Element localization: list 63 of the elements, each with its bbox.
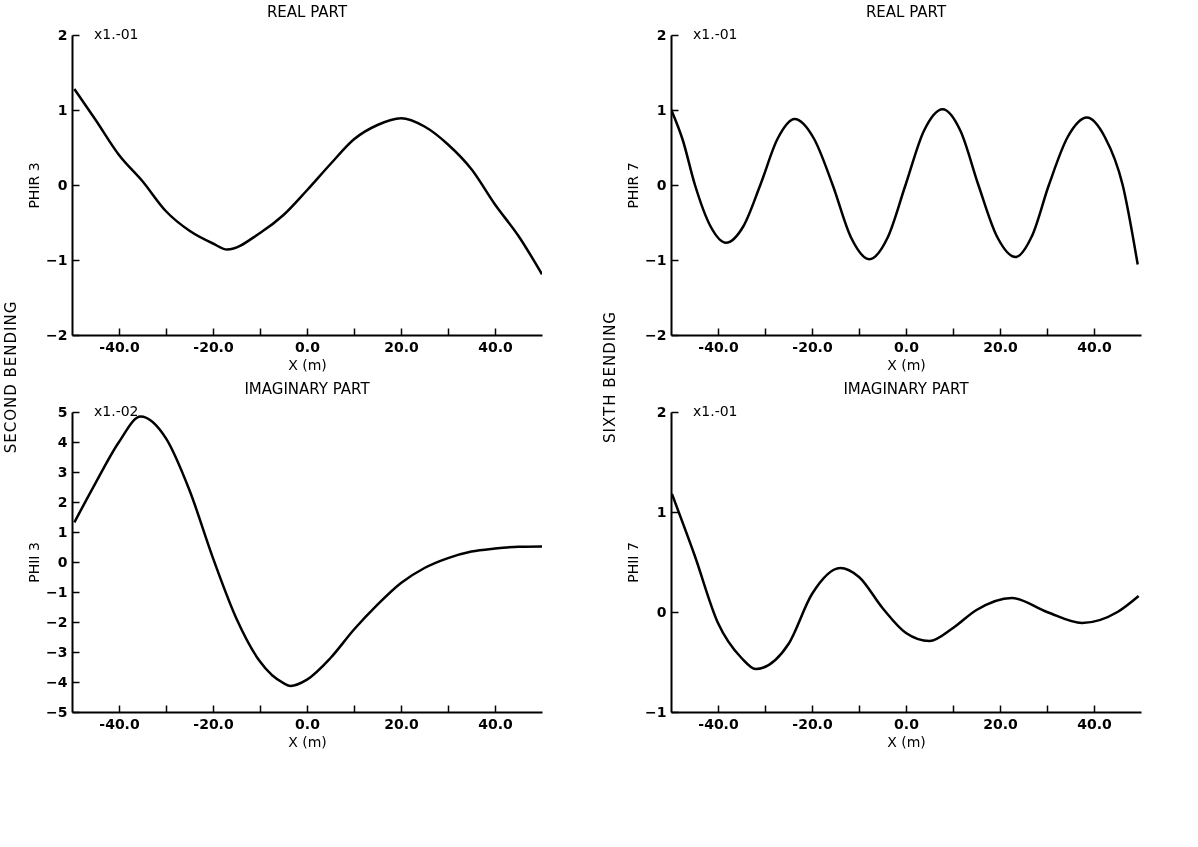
y-tick-label: 2 bbox=[57, 493, 68, 510]
y-tick-label: 2 bbox=[656, 26, 667, 43]
x-tick-label: 40.0 bbox=[1077, 338, 1113, 355]
y-tick-label: 1 bbox=[57, 523, 68, 540]
x-axis-title: X (m) bbox=[288, 356, 327, 373]
x-tick-label: 40.0 bbox=[478, 338, 514, 355]
x-tick-label: -20.0 bbox=[792, 338, 833, 355]
x-tick-label: 40.0 bbox=[478, 715, 514, 732]
x-tick-label: 0.0 bbox=[894, 338, 920, 355]
y-tick-label: 1 bbox=[656, 101, 667, 118]
x-axis-title: X (m) bbox=[887, 733, 926, 750]
x-tick-label: -20.0 bbox=[193, 338, 234, 355]
x-axis-title: X (m) bbox=[288, 733, 327, 750]
x-axis-title: X (m) bbox=[887, 356, 926, 373]
annotation: x1.-01 bbox=[693, 26, 738, 42]
x-tick-label: 40.0 bbox=[1077, 715, 1113, 732]
x-tick-label: 20.0 bbox=[384, 715, 420, 732]
y-axis-title: PHIR 3 bbox=[26, 162, 43, 209]
y-tick-label: 2 bbox=[656, 403, 667, 420]
y-tick-label: 2 bbox=[57, 26, 68, 43]
x-tick-label: -20.0 bbox=[792, 715, 833, 732]
y-tick-label: −1 bbox=[46, 583, 68, 600]
y-tick-label: −2 bbox=[46, 326, 68, 343]
x-tick-label: 20.0 bbox=[983, 715, 1019, 732]
x-tick-label: 20.0 bbox=[983, 338, 1019, 355]
x-tick-label: -40.0 bbox=[698, 715, 739, 732]
chart-title: REAL PART bbox=[266, 3, 348, 21]
y-tick-label: 0 bbox=[656, 176, 667, 193]
y-tick-label: 0 bbox=[57, 176, 68, 193]
x-tick-label: 0.0 bbox=[894, 715, 920, 732]
x-tick-label: 0.0 bbox=[295, 715, 321, 732]
y-tick-label: 0 bbox=[57, 553, 68, 570]
y-tick-label: −2 bbox=[645, 326, 667, 343]
y-tick-label: −1 bbox=[46, 251, 68, 268]
chart-title: IMAGINARY PART bbox=[244, 380, 371, 398]
y-tick-label: 4 bbox=[57, 433, 68, 450]
text: SIXTH BENDING bbox=[601, 311, 619, 443]
annotation: x1.-02 bbox=[94, 403, 139, 419]
y-tick-label: −4 bbox=[46, 673, 68, 690]
y-tick-label: 3 bbox=[57, 463, 68, 480]
x-tick-label: -40.0 bbox=[99, 715, 140, 732]
annotation: x1.-01 bbox=[693, 403, 738, 419]
y-tick-label: 0 bbox=[656, 603, 667, 620]
x-tick-label: -40.0 bbox=[99, 338, 140, 355]
x-tick-label: 0.0 bbox=[295, 338, 321, 355]
chart-title: REAL PART bbox=[865, 3, 947, 21]
y-axis-title: PHII 7 bbox=[625, 542, 642, 583]
y-axis-title: PHII 3 bbox=[26, 542, 43, 583]
y-tick-label: 1 bbox=[57, 101, 68, 118]
x-tick-label: -40.0 bbox=[698, 338, 739, 355]
x-tick-label: -20.0 bbox=[193, 715, 234, 732]
y-tick-label: 5 bbox=[57, 403, 68, 420]
x-tick-label: 20.0 bbox=[384, 338, 420, 355]
text: SECOND BENDING bbox=[2, 300, 20, 454]
y-tick-label: −1 bbox=[645, 251, 667, 268]
y-tick-label: −2 bbox=[46, 613, 68, 630]
y-tick-label: 1 bbox=[656, 503, 667, 520]
y-tick-label: −3 bbox=[46, 643, 68, 660]
annotation: x1.-01 bbox=[94, 26, 139, 42]
y-axis-title: PHIR 7 bbox=[625, 162, 642, 209]
y-tick-label: −5 bbox=[46, 703, 68, 720]
chart-title: IMAGINARY PART bbox=[843, 380, 970, 398]
y-tick-label: −1 bbox=[645, 703, 667, 720]
